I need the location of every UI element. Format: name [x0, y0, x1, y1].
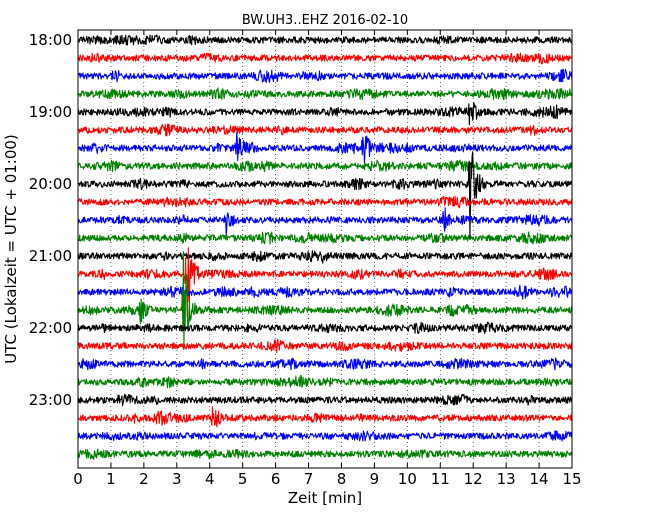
- trace-line: [77, 338, 573, 353]
- trace-line: [77, 52, 573, 65]
- trace-line: [77, 123, 573, 137]
- trace-line: [77, 247, 573, 318]
- trace-line: [77, 207, 573, 237]
- x-tick-label: 5: [238, 470, 248, 488]
- trace-line: [77, 250, 573, 351]
- trace-line: [77, 34, 573, 46]
- y-tick-label: 23:00: [29, 391, 72, 409]
- y-tick-label: 21:00: [29, 247, 72, 265]
- seismic-traces: [77, 34, 573, 460]
- x-tick-label: 13: [497, 470, 516, 488]
- x-tick-label: 4: [205, 470, 215, 488]
- trace-line: [77, 231, 573, 245]
- x-tick-label: 11: [431, 470, 450, 488]
- y-tick-label: 19:00: [29, 103, 72, 121]
- trace-line: [77, 357, 573, 371]
- plot-frame: [77, 29, 573, 469]
- x-tick-label: 0: [73, 470, 83, 488]
- chart-title: BW.UH3..EHZ 2016-02-10: [242, 13, 408, 28]
- x-tick-label: 14: [530, 470, 549, 488]
- x-tick-label: 12: [464, 470, 483, 488]
- trace-line: [77, 448, 573, 460]
- trace-line: [77, 374, 573, 389]
- trace-line: [77, 159, 573, 173]
- trace-line: [77, 430, 573, 442]
- x-tick-label: 2: [139, 470, 149, 488]
- trace-line: [77, 406, 573, 428]
- y-tick-label: 22:00: [29, 319, 72, 337]
- trace-line: [77, 321, 573, 335]
- trace-line: [77, 87, 573, 101]
- x-tick-label: 9: [370, 470, 380, 488]
- x-tick-label: 7: [304, 470, 314, 488]
- y-tick-label: 20:00: [29, 175, 72, 193]
- trace-line: [77, 393, 573, 407]
- x-axis-ticks: 0 1 2 3 4 5 6 7 8 9 10 11 12 13 14 15: [73, 30, 582, 488]
- trace-line: [77, 250, 573, 264]
- trace-line: [77, 68, 573, 83]
- x-tick-label: 6: [271, 470, 281, 488]
- y-tick-label: 18:00: [29, 31, 72, 49]
- x-tick-label: 15: [562, 470, 581, 488]
- trace-line: [77, 195, 573, 209]
- y-axis-ticks: 18:00 19:00 20:00 21:00 22:00 23:00: [29, 31, 572, 409]
- trace-line: [77, 284, 573, 300]
- y-axis-label: UTC (Lokalzeit = UTC + 01:00): [2, 134, 20, 364]
- x-tick-label: 10: [398, 470, 417, 488]
- trace-line: [77, 102, 573, 126]
- x-tick-label: 8: [337, 470, 347, 488]
- x-tick-label: 1: [106, 470, 116, 488]
- x-tick-label: 3: [172, 470, 182, 488]
- trace-line: [77, 132, 573, 164]
- trace-line: [77, 151, 573, 240]
- x-axis-label: Zeit [min]: [288, 489, 362, 507]
